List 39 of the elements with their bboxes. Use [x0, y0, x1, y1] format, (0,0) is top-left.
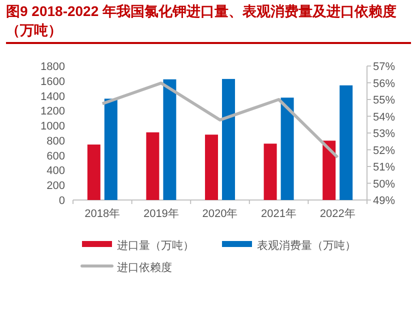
line-series	[100, 82, 340, 159]
legend-label: 进口量（万吨）	[117, 239, 194, 252]
legend-label: 表观消费量（万吨）	[257, 239, 356, 252]
bar	[205, 134, 218, 200]
y2-tick-label: 51%	[373, 162, 396, 174]
y-tick-label: 1000	[40, 120, 65, 133]
y-tick-label: 1200	[40, 106, 65, 118]
bar	[87, 144, 100, 200]
y-tick-label: 600	[46, 150, 65, 162]
x-tick-label: 2019年	[143, 208, 179, 220]
legend-label: 进口依赖度	[117, 261, 172, 274]
y-tick-label: 1800	[40, 61, 65, 73]
x-tick-label: 2022年	[320, 208, 356, 220]
y2-tick-label: 49%	[373, 195, 396, 207]
y2-tick-label: 57%	[373, 61, 396, 73]
x-tick-label: 2021年	[261, 208, 297, 220]
y-tick-label: 1400	[40, 90, 65, 103]
y2-tick-label: 50%	[373, 178, 396, 190]
y-tick-label: 1600	[40, 76, 65, 88]
bar	[322, 140, 336, 200]
bar	[340, 85, 353, 200]
bar	[146, 132, 160, 200]
bar	[222, 78, 235, 200]
bar	[163, 79, 176, 200]
y2-tick-label: 55%	[373, 94, 396, 106]
y2-tick-label: 56%	[373, 78, 396, 90]
y-tick-label: 200	[46, 180, 65, 192]
bar	[264, 144, 277, 200]
x-tick-label: 2018年	[84, 208, 120, 220]
chart-title: 图9 2018-2022 年我国氯化钾进口量、表观消费量及进口依赖度（万吨）	[6, 2, 411, 44]
bar	[280, 98, 294, 200]
y2-tick-label: 52%	[373, 144, 396, 157]
x-tick-label: 2020年	[202, 208, 238, 220]
y-tick-label: 0	[58, 195, 65, 207]
y-tick-label: 800	[46, 135, 65, 148]
y-tick-label: 400	[46, 165, 65, 178]
y2-tick-label: 53%	[373, 128, 396, 140]
y2-tick-label: 54%	[373, 111, 396, 124]
bar	[104, 98, 118, 200]
